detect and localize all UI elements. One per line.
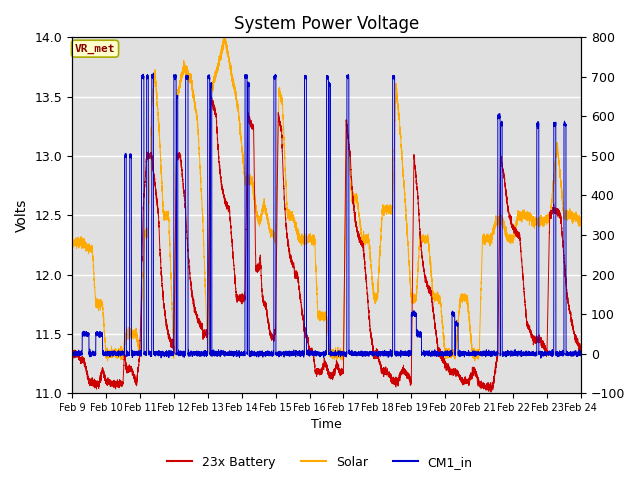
- Legend: 23x Battery, Solar, CM1_in: 23x Battery, Solar, CM1_in: [163, 451, 477, 474]
- Text: VR_met: VR_met: [75, 44, 115, 54]
- Title: System Power Voltage: System Power Voltage: [234, 15, 419, 33]
- X-axis label: Time: Time: [311, 419, 342, 432]
- Y-axis label: Volts: Volts: [15, 199, 29, 232]
